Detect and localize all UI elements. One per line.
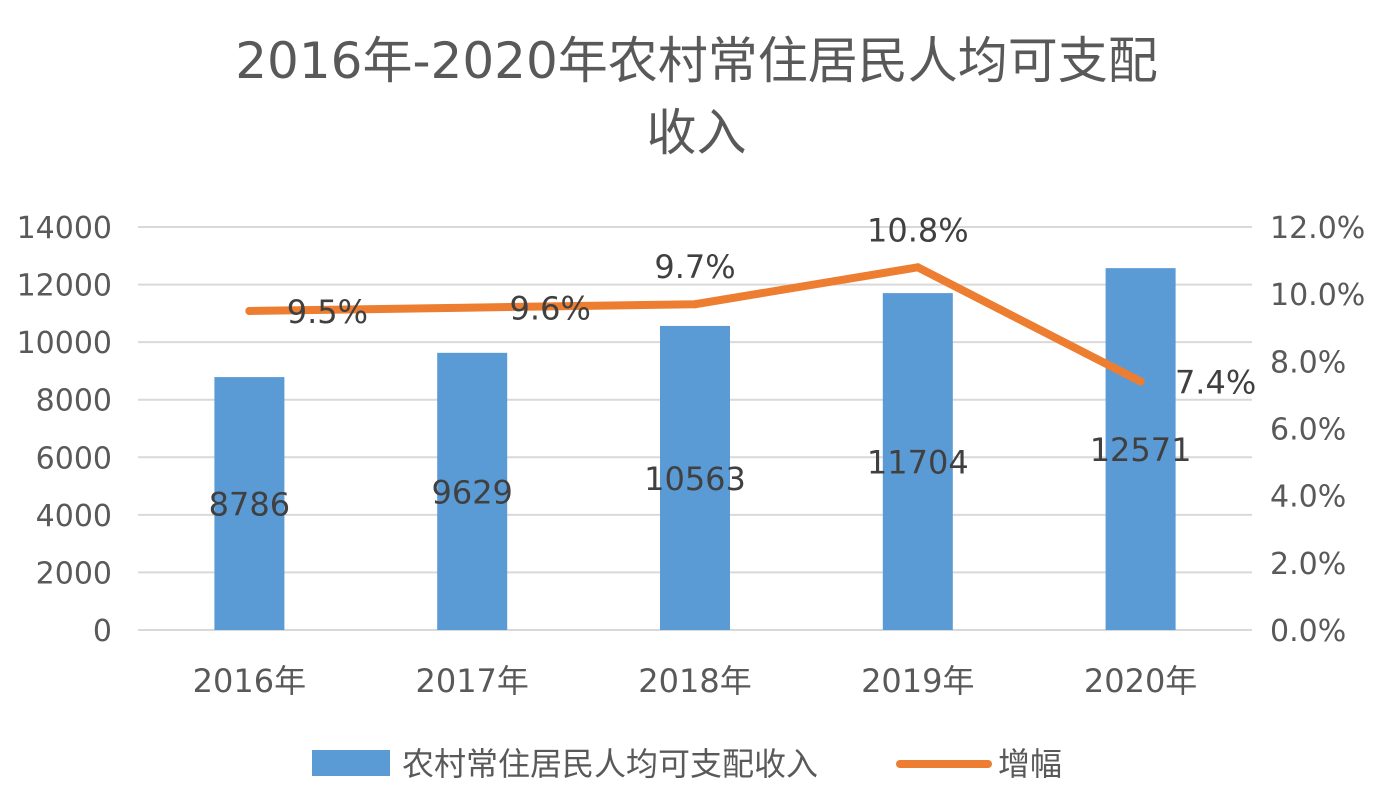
line-point bbox=[691, 300, 699, 309]
y-left-tick-label: 14000 bbox=[17, 211, 112, 246]
bar-data-label: 12571 bbox=[1090, 431, 1192, 469]
legend-label-line: 增幅 bbox=[998, 745, 1062, 783]
line-data-label: 9.5% bbox=[287, 293, 368, 331]
bar bbox=[660, 325, 730, 630]
line-data-label: 9.6% bbox=[510, 290, 591, 328]
line-point bbox=[913, 263, 922, 272]
y-left-tick-label: 8000 bbox=[36, 384, 112, 419]
bar-data-label: 10563 bbox=[644, 460, 746, 498]
y-right-tick-label: 4.0% bbox=[1270, 480, 1346, 515]
y-left-tick-label: 10000 bbox=[17, 326, 112, 361]
x-tick-label: 2019年 bbox=[861, 662, 974, 700]
line-point bbox=[245, 306, 254, 315]
y-right-tick-label: 8.0% bbox=[1270, 345, 1346, 380]
line-data-label: 7.4% bbox=[1175, 363, 1256, 401]
chart-title: 2016年-2020年农村常住居民人均可支配 bbox=[235, 32, 1158, 90]
x-tick-label: 2017年 bbox=[415, 662, 528, 700]
y-left-tick-label: 12000 bbox=[17, 269, 112, 304]
y-right-tick-label: 10.0% bbox=[1270, 278, 1365, 313]
bar bbox=[1105, 268, 1176, 630]
legend-swatch-bar bbox=[312, 750, 390, 776]
bar-data-label: 11704 bbox=[867, 444, 969, 482]
line-point bbox=[1136, 377, 1145, 386]
x-tick-label: 2020年 bbox=[1084, 662, 1197, 700]
y-left-tick-label: 4000 bbox=[36, 499, 112, 534]
y-right-tick-label: 12.0% bbox=[1270, 211, 1365, 246]
x-tick-label: 2018年 bbox=[638, 662, 751, 700]
y-right-tick-label: 2.0% bbox=[1270, 547, 1346, 582]
bar-data-label: 8786 bbox=[209, 486, 290, 524]
chart-title-continued: 收入 bbox=[646, 104, 747, 162]
y-left-tick-label: 2000 bbox=[36, 556, 112, 591]
legend-label-bar: 农村常住居民人均可支配收入 bbox=[402, 745, 818, 783]
y-right-tick-label: 0.0% bbox=[1270, 614, 1346, 649]
bar bbox=[437, 352, 508, 630]
line-data-label: 9.7% bbox=[654, 248, 735, 286]
y-right-tick-label: 6.0% bbox=[1270, 413, 1346, 448]
line-data-label: 10.8% bbox=[867, 211, 969, 249]
y-left-tick-label: 6000 bbox=[36, 441, 112, 476]
bar-data-label: 9629 bbox=[431, 473, 512, 511]
bar bbox=[214, 377, 285, 630]
x-tick-label: 2016年 bbox=[193, 662, 306, 700]
bar bbox=[882, 293, 953, 630]
line-point bbox=[468, 303, 477, 312]
y-left-tick-label: 0 bbox=[93, 614, 112, 649]
